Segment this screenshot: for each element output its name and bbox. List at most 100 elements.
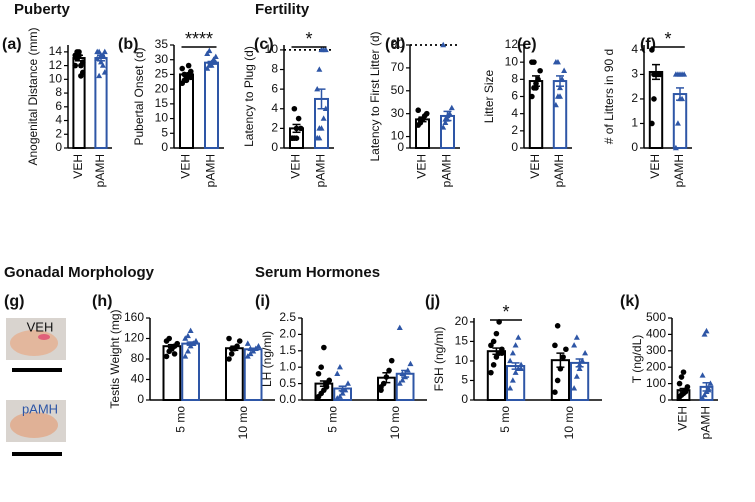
- data-point: [101, 48, 108, 55]
- x-tick-label: 10 mo: [562, 406, 576, 440]
- y-tick-label: 6: [55, 99, 62, 113]
- x-tick-label: pAMH: [314, 154, 328, 187]
- section-title: Puberty: [14, 1, 71, 18]
- data-point: [399, 377, 406, 383]
- data-point: [440, 41, 447, 48]
- data-point: [185, 62, 192, 69]
- data-point: [399, 370, 406, 376]
- y-tick-label: 15: [155, 96, 169, 110]
- data-point: [490, 338, 497, 345]
- x-tick-label: 5 mo: [173, 406, 187, 433]
- section-title: Fertility: [255, 1, 310, 18]
- y-tick-label: 14: [49, 44, 63, 58]
- data-point: [512, 342, 519, 348]
- error-bar: [575, 358, 584, 368]
- y-tick-label: 0: [271, 140, 278, 154]
- y-tick-label: 10: [505, 54, 519, 68]
- data-point: [499, 346, 505, 353]
- x-tick-label: VEH: [179, 154, 193, 179]
- bar: [181, 342, 200, 401]
- error-bar: [317, 88, 326, 110]
- data-point: [314, 134, 321, 141]
- data-point: [571, 385, 578, 391]
- data-point: [289, 135, 296, 141]
- data-point: [537, 67, 543, 74]
- data-point: [291, 105, 298, 112]
- data-point: [314, 85, 321, 92]
- data-point: [396, 324, 403, 331]
- error-bar: [652, 63, 660, 81]
- data-point: [297, 125, 304, 132]
- x-tick-label: pAMH: [93, 154, 107, 187]
- significance-label: *: [305, 29, 312, 49]
- data-point: [531, 59, 537, 65]
- data-point: [187, 327, 194, 334]
- y-tick-label: 35: [155, 37, 169, 51]
- error-bar: [511, 362, 520, 370]
- photo: [6, 318, 66, 456]
- y-tick-label: 2: [55, 126, 62, 140]
- y-tick-label: 5: [461, 373, 468, 387]
- y-tick-label: 8: [55, 85, 62, 99]
- testis: [10, 412, 58, 438]
- y-tick-label: 1.5: [279, 343, 296, 357]
- x-tick-label: VEH: [676, 406, 690, 431]
- data-point: [96, 48, 103, 55]
- data-point: [571, 342, 578, 348]
- y-tick-label: 120: [124, 331, 144, 345]
- data-point: [184, 348, 191, 354]
- y-tick-label: 2.5: [279, 310, 296, 324]
- data-point: [322, 105, 329, 111]
- data-point: [378, 384, 384, 390]
- significance-label: *: [502, 302, 509, 322]
- data-point: [204, 50, 211, 57]
- data-point: [573, 373, 580, 379]
- error-bar: [207, 60, 216, 65]
- error-bar: [75, 54, 83, 62]
- y-tick-label: 10: [49, 72, 63, 86]
- data-point: [488, 342, 494, 349]
- data-point: [174, 340, 181, 347]
- y-axis-label: Litter Size: [482, 69, 496, 123]
- panel-label: (k): [620, 293, 640, 310]
- data-point: [98, 58, 104, 65]
- y-axis-label: Anogenital Distance (mm): [26, 27, 40, 165]
- scale-bar: [12, 368, 62, 372]
- significance-label: *: [664, 29, 671, 49]
- error-bar: [492, 347, 501, 356]
- data-point: [96, 72, 103, 79]
- error-bar: [401, 369, 410, 378]
- error-bar: [319, 380, 328, 387]
- data-point: [184, 332, 191, 339]
- data-point: [336, 393, 343, 399]
- section-title: Gonadal Morphology: [4, 264, 155, 281]
- y-tick-label: 10: [391, 129, 405, 143]
- panel-label: (i): [255, 293, 270, 310]
- data-point: [649, 120, 655, 127]
- data-point: [701, 391, 708, 398]
- data-point: [554, 323, 561, 329]
- data-point: [448, 104, 455, 111]
- error-bar: [97, 54, 105, 62]
- y-tick-label: 0: [461, 392, 468, 406]
- data-point: [208, 62, 215, 68]
- error-bar: [676, 87, 684, 101]
- error-bar: [418, 116, 427, 123]
- bar: [225, 347, 244, 401]
- data-point: [493, 330, 500, 337]
- data-point: [701, 331, 708, 337]
- data-point: [183, 77, 190, 84]
- data-point: [179, 65, 186, 72]
- y-tick-label: 300: [646, 343, 666, 357]
- error-bar: [182, 72, 191, 77]
- panel-label: (h): [92, 293, 112, 310]
- data-point: [509, 349, 516, 356]
- x-tick-label: pAMH: [440, 154, 454, 187]
- y-tick-label: 20: [155, 81, 169, 95]
- data-point: [573, 334, 580, 340]
- y-tick-label: 10: [155, 111, 169, 125]
- error-bar: [702, 382, 711, 392]
- x-tick-label: VEH: [289, 154, 303, 179]
- data-point: [442, 119, 449, 126]
- data-point: [236, 338, 243, 344]
